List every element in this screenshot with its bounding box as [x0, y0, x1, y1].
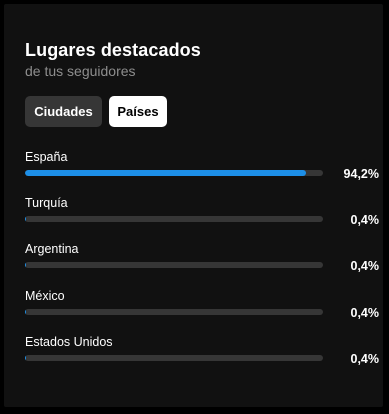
- progress-bar-fill: [25, 170, 306, 176]
- progress-bar-track: [25, 309, 323, 315]
- progress-bar-track: [25, 216, 323, 222]
- location-name: España: [25, 150, 68, 164]
- location-percentage: 0,4%: [350, 259, 380, 273]
- location-name: Turquía: [25, 196, 68, 210]
- progress-bar-track: [25, 262, 323, 268]
- location-row: Estados Unidos 0,4%: [25, 335, 385, 375]
- progress-bar-fill: [25, 309, 27, 315]
- location-row: Turquía 0,4%: [25, 196, 385, 236]
- progress-bar-fill: [25, 216, 27, 222]
- card-subtitle: de tus seguidores: [25, 63, 136, 79]
- location-row: Argentina 0,4%: [25, 242, 385, 282]
- progress-bar-track: [25, 170, 323, 176]
- location-row: México 0,4%: [25, 289, 385, 329]
- card-title: Lugares destacados: [25, 40, 201, 60]
- progress-bar-fill: [25, 262, 27, 268]
- location-name: Argentina: [25, 242, 79, 256]
- location-percentage: 0,4%: [350, 213, 380, 227]
- location-percentage: 94,2%: [343, 167, 379, 181]
- tab-countries[interactable]: Países: [109, 96, 167, 127]
- location-name: México: [25, 289, 65, 303]
- location-percentage: 0,4%: [350, 306, 380, 320]
- location-row: España 94,2%: [25, 150, 385, 190]
- tab-cities[interactable]: Ciudades: [25, 96, 102, 127]
- location-percentage: 0,4%: [350, 352, 380, 366]
- progress-bar-fill: [25, 355, 27, 361]
- progress-bar-track: [25, 355, 323, 361]
- location-name: Estados Unidos: [25, 335, 113, 349]
- top-locations-card: Lugares destacados de tus seguidores Ciu…: [4, 4, 383, 407]
